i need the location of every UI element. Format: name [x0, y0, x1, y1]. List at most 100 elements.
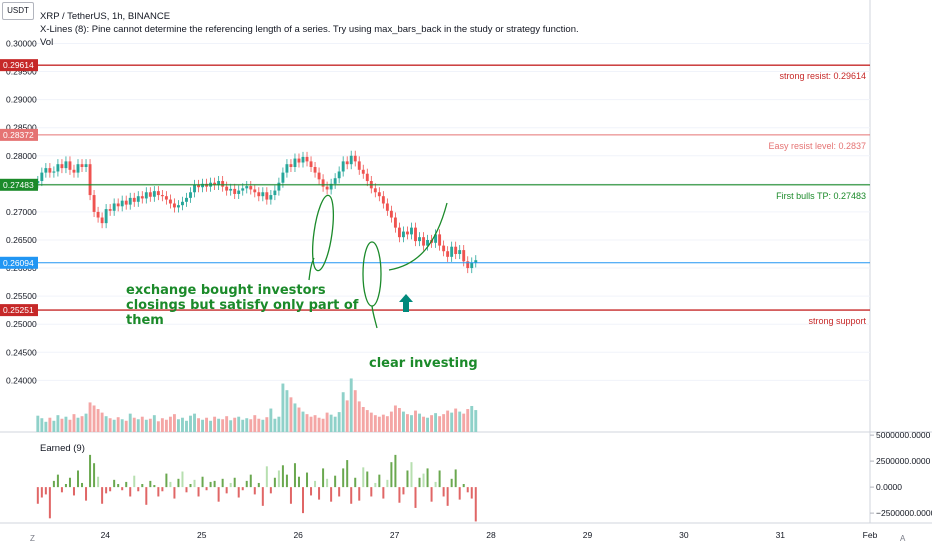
earned-bar	[56, 474, 59, 488]
earned-bar	[225, 487, 228, 494]
earned-bar	[418, 477, 421, 488]
volume-bar	[349, 378, 353, 432]
earned-bar	[44, 487, 47, 495]
volume-bar	[237, 416, 241, 432]
earned-bar	[157, 487, 160, 497]
earned-bar	[462, 484, 465, 488]
earned-bar	[145, 487, 148, 505]
candle-body	[92, 195, 96, 212]
volume-bar	[309, 416, 313, 432]
earned-bar	[64, 484, 67, 488]
candle-body	[454, 246, 458, 255]
candle-body	[418, 237, 421, 242]
volume-bar	[393, 405, 397, 432]
zoom-button[interactable]: Z	[30, 534, 35, 543]
volume-bar	[221, 419, 225, 432]
candle-body	[377, 192, 381, 197]
earned-bar	[177, 478, 180, 488]
volume-bar	[446, 410, 450, 432]
volume-bar	[357, 401, 361, 432]
candle-body	[458, 250, 462, 255]
candle-body	[181, 201, 184, 206]
earned-bar	[109, 487, 112, 492]
annotation-stroke	[308, 257, 315, 281]
earned-bar	[374, 482, 377, 488]
volume-bar	[434, 413, 438, 432]
earned-bar	[293, 463, 296, 488]
volume-bar	[140, 416, 144, 432]
volume-bar	[205, 417, 209, 432]
volume-bar	[281, 383, 285, 432]
earned-bar	[414, 487, 417, 508]
candle-body	[136, 196, 140, 202]
volume-legend: Vol	[40, 37, 54, 48]
volume-bar	[305, 414, 309, 432]
candle-body	[84, 164, 88, 167]
price-tick-label: 0.24000	[6, 375, 37, 385]
volume-bar	[269, 408, 273, 432]
volume-bar	[100, 412, 104, 432]
currency-unit-badge[interactable]: USDT	[2, 2, 34, 20]
candle-body	[341, 161, 345, 172]
indicator-error-message: X-Lines (8): Pine cannot determine the r…	[40, 24, 579, 35]
candle-body	[128, 197, 132, 205]
level-price-tag	[0, 128, 38, 141]
volume-bar	[108, 418, 112, 432]
earned-bar	[454, 469, 457, 488]
candle-body	[313, 166, 317, 173]
volume-bar	[329, 414, 333, 432]
earned-bar	[289, 487, 292, 504]
earned-bar	[318, 487, 321, 500]
earned-bar	[48, 487, 51, 519]
earned-bar	[77, 470, 79, 488]
earned-bar	[398, 487, 401, 503]
volume-bar	[462, 413, 466, 432]
candle-body	[438, 234, 442, 246]
earned-bar	[161, 487, 164, 492]
earned-bar	[117, 484, 120, 488]
earned-bar	[342, 468, 345, 488]
earned-bar	[273, 477, 276, 488]
candle-body	[164, 196, 168, 200]
time-tick-label: 30	[679, 530, 689, 540]
earned-bar	[314, 480, 317, 488]
earned-bar	[422, 473, 425, 488]
candle-body	[281, 172, 285, 183]
candle-body	[152, 191, 156, 197]
earned-bar	[209, 481, 212, 488]
candle-body	[96, 211, 100, 218]
volume-bar	[265, 417, 269, 432]
currency-unit-label: USDT	[7, 6, 29, 15]
candle-body	[462, 250, 466, 262]
volume-bar	[72, 414, 76, 432]
earned-bar	[446, 487, 449, 506]
annotation-note-line: closings but satisfy only part of	[126, 298, 359, 313]
time-tick-label: 27	[390, 530, 400, 540]
earned-bar	[233, 477, 236, 488]
candle-body	[197, 184, 200, 188]
volume-bar	[277, 416, 281, 432]
volume-bar	[144, 419, 148, 432]
candle-body	[393, 217, 397, 228]
level-price-tag-label: 0.28372	[3, 130, 34, 140]
candle-body	[249, 186, 253, 190]
candle-body	[446, 251, 450, 257]
volume-bar	[80, 416, 84, 432]
volume-bar	[285, 390, 289, 432]
earned-bar	[302, 487, 304, 514]
auto-scale-button[interactable]: A	[900, 534, 906, 543]
volume-bar	[36, 415, 40, 432]
volume-bar	[406, 414, 409, 432]
earned-bar	[241, 487, 244, 491]
candle-body	[177, 205, 180, 208]
candle-body	[68, 161, 72, 170]
candle-body	[112, 203, 116, 211]
earned-bar	[201, 476, 204, 488]
volume-bar	[293, 403, 297, 432]
earned-bar	[265, 466, 268, 488]
earned-bar	[269, 487, 272, 494]
volume-bar	[325, 412, 329, 432]
earned-tick-label: 0.0000	[876, 482, 902, 492]
volume-bar	[40, 418, 44, 432]
